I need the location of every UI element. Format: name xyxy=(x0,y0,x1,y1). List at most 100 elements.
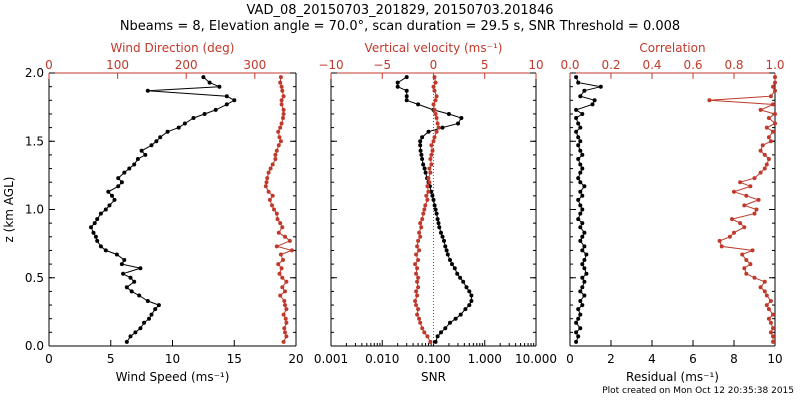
correlation-point xyxy=(748,262,753,267)
snr-point xyxy=(395,80,400,85)
chart-panel-1: 0.0 0.5 1.0 1.5 2.0 z (km AGL) 0 5 10 15 20 Wind Sp… xyxy=(2,41,304,384)
wind-speed-point xyxy=(127,166,132,171)
wind-speed-point xyxy=(145,299,150,303)
snr-point xyxy=(395,84,400,89)
wind-speed-point xyxy=(149,312,154,317)
snr-point xyxy=(443,244,448,249)
correlation-point xyxy=(768,94,773,99)
vertical-velocity-point xyxy=(421,211,426,216)
wind-speed-point xyxy=(95,238,100,243)
snr-point xyxy=(458,275,463,280)
wind-direction-point xyxy=(281,339,286,344)
residual-point xyxy=(578,162,583,167)
vertical-velocity-point xyxy=(416,275,421,280)
snr-point xyxy=(418,139,423,144)
correlation-point xyxy=(768,330,773,335)
snr-point xyxy=(459,116,464,120)
residual-point xyxy=(576,135,581,140)
wind-direction-point xyxy=(268,166,273,171)
vertical-velocity-point xyxy=(427,166,432,171)
snr-point xyxy=(430,193,435,198)
residual-point xyxy=(584,271,589,276)
vertical-velocity-point xyxy=(416,258,421,262)
wind-direction-point xyxy=(280,285,285,290)
residual-point xyxy=(580,234,585,239)
chart-panel-3: 0 2 4 6 8 10 Residual (ms⁻¹) 0.0 0.2 0.4 0.6 0.8 1.0… xyxy=(560,41,784,384)
wind-speed-point xyxy=(224,102,229,107)
residual-point xyxy=(582,230,587,235)
wind-speed-point xyxy=(156,303,161,308)
correlation-point xyxy=(740,252,745,257)
chart-subtitle: Nbeams = 8, Elevation angle = 70.0°, sca… xyxy=(119,19,681,34)
residual-point xyxy=(578,139,583,144)
wind-speed-point xyxy=(106,189,111,194)
y-tick-label: 1.5 xyxy=(25,134,44,148)
wind-direction-point xyxy=(289,248,294,253)
residual-point xyxy=(580,248,585,253)
vertical-velocity-point xyxy=(436,125,441,130)
x-tick-label: 0.010 xyxy=(365,352,399,366)
wind-direction-point xyxy=(265,176,270,181)
wind-speed-point xyxy=(119,180,124,185)
correlation-point xyxy=(773,75,777,80)
vertical-velocity-point xyxy=(432,75,437,80)
wind-direction-point xyxy=(281,112,286,116)
wind-direction-point xyxy=(284,320,289,325)
correlation-point xyxy=(758,170,763,175)
wind-speed-point xyxy=(135,157,140,161)
wind-speed-point xyxy=(191,116,196,120)
snr-point xyxy=(419,152,424,157)
residual-point xyxy=(582,266,587,271)
vertical-velocity-point xyxy=(431,139,436,144)
wind-speed-point xyxy=(112,197,117,202)
wind-direction-point xyxy=(283,234,287,239)
wind-direction-point xyxy=(283,330,287,335)
correlation-point xyxy=(773,121,777,126)
wind-speed-point xyxy=(124,339,129,344)
vertical-velocity-point xyxy=(432,88,437,93)
wind-speed-point xyxy=(132,279,137,284)
residual-point xyxy=(582,258,587,262)
snr-point xyxy=(426,129,431,134)
residual-point xyxy=(582,279,587,284)
wind-direction-point xyxy=(278,80,283,85)
snr-point xyxy=(420,135,425,140)
wind-direction-point xyxy=(283,316,288,321)
residual-point xyxy=(578,211,583,216)
top-tick-label: 0.4 xyxy=(642,58,661,72)
residual-point xyxy=(576,157,581,161)
wind-speed-point xyxy=(116,184,121,189)
top-axis-label: Correlation xyxy=(639,41,705,55)
vertical-velocity-point xyxy=(425,184,430,189)
correlation-point xyxy=(766,316,771,321)
vertical-velocity-point xyxy=(433,80,438,85)
wind-direction-point xyxy=(281,312,286,317)
vertical-velocity-point xyxy=(431,84,436,89)
snr-point xyxy=(420,157,425,161)
top-tick-label: −5 xyxy=(373,58,391,72)
wind-direction-point xyxy=(266,170,271,175)
correlation-point xyxy=(738,180,743,185)
residual-point xyxy=(578,238,583,243)
wind-direction-point xyxy=(276,143,281,148)
wind-direction-point xyxy=(274,211,279,216)
top-axis-label: Wind Direction (deg) xyxy=(111,41,235,55)
residual-point xyxy=(578,299,583,303)
wind-direction-point xyxy=(277,271,282,276)
wind-direction-point xyxy=(278,293,283,298)
wind-speed-point xyxy=(124,285,129,290)
snr-point xyxy=(404,98,409,103)
correlation-point xyxy=(762,166,767,171)
wind-speed-point xyxy=(93,234,98,239)
wind-speed-point xyxy=(147,316,151,321)
wind-direction-point xyxy=(270,203,274,208)
wind-speed-point xyxy=(121,271,126,276)
correlation-point xyxy=(760,143,765,148)
wind-speed-point xyxy=(128,275,133,280)
vertical-velocity-point xyxy=(415,279,420,284)
correlation-point xyxy=(727,234,732,239)
snr-point xyxy=(448,258,452,262)
wind-speed-point xyxy=(182,121,187,126)
wind-direction-point xyxy=(282,299,287,303)
residual-point xyxy=(578,225,583,230)
